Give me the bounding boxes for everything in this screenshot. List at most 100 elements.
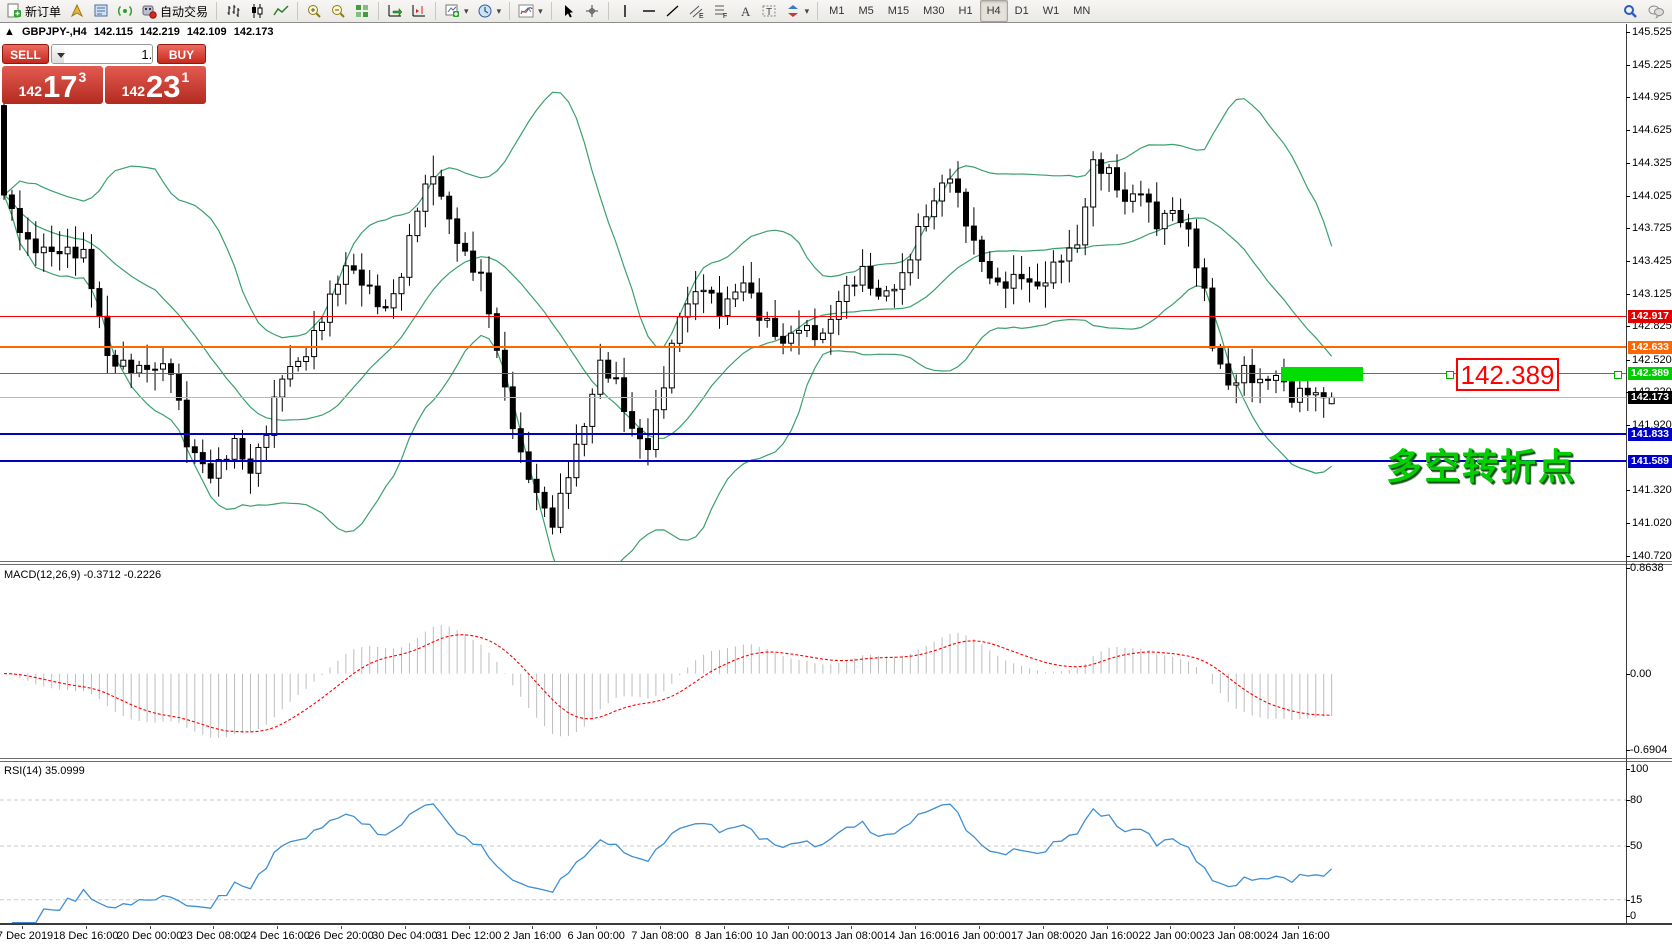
sell-price-sup: 3 xyxy=(78,69,87,85)
metaeditor-icon xyxy=(69,3,85,19)
search-button[interactable] xyxy=(1622,3,1638,19)
text-label-button[interactable]: T xyxy=(757,0,781,22)
rsi-indicator-pane[interactable] xyxy=(0,762,1626,923)
line-chart-button[interactable] xyxy=(269,0,293,22)
candlestick-icon xyxy=(249,3,265,19)
rsi-label: RSI(14) 35.0999 xyxy=(4,765,85,777)
timeframe-M1-button[interactable]: M1 xyxy=(829,5,845,17)
horizontal-line-button[interactable] xyxy=(637,0,661,22)
macd-indicator-pane[interactable] xyxy=(0,566,1626,758)
pane-splitter[interactable] xyxy=(0,561,1672,562)
macd-label: MACD(12,26,9) -0.3712 -0.2226 xyxy=(4,569,162,581)
bar-chart-icon xyxy=(225,3,241,19)
zoom-in-button[interactable] xyxy=(302,0,326,22)
timeframe-H4-button[interactable]: H4 xyxy=(979,0,1008,22)
price-axis-label: 143.125 xyxy=(1632,287,1672,300)
bar-chart-button[interactable] xyxy=(221,0,245,22)
price-axis-label: 142.825 xyxy=(1632,320,1672,333)
price-callout-box[interactable]: 142.389 xyxy=(1456,358,1559,391)
buy-price-button[interactable]: 142 23 1 xyxy=(105,66,206,104)
vertical-line-button[interactable] xyxy=(613,0,637,22)
pivot-line-green[interactable] xyxy=(0,373,1626,375)
new-chart-button[interactable]: ▾ xyxy=(440,0,473,22)
sell-button[interactable]: SELL xyxy=(2,44,49,64)
timeframe-M15-button[interactable]: M15 xyxy=(887,5,910,17)
chart-shift-icon xyxy=(411,3,427,19)
support-line-blue-lower[interactable] xyxy=(0,460,1626,462)
pane-splitter[interactable] xyxy=(0,761,1672,762)
timeframe-M5-button[interactable]: M5 xyxy=(858,5,874,17)
pane-splitter[interactable] xyxy=(0,564,1672,565)
support-line-blue-upper[interactable] xyxy=(0,433,1626,436)
horizontal-line-icon xyxy=(641,3,657,19)
chevron-down-icon: ▾ xyxy=(538,5,543,16)
time-axis-label: 17 Jan 08:00 xyxy=(1010,930,1075,942)
profiles-icon xyxy=(477,3,493,19)
fibonacci-button[interactable]: F xyxy=(709,0,733,22)
cursor-button[interactable] xyxy=(556,0,580,22)
volume-input[interactable] xyxy=(64,45,152,63)
candlestick-button[interactable] xyxy=(245,0,269,22)
timeframe-M30-button[interactable]: M30 xyxy=(923,5,945,17)
macd-axis-label: -0.6904 xyxy=(1630,744,1668,756)
text-button[interactable]: A xyxy=(733,0,757,22)
resistance-line-red[interactable] xyxy=(0,315,1626,317)
metaeditor-button[interactable] xyxy=(65,0,89,22)
time-axis-label: 10 Jan 00:00 xyxy=(755,930,820,942)
indicators-button[interactable]: ▾ xyxy=(514,0,547,22)
line-handle[interactable] xyxy=(1446,371,1454,379)
cursor-icon xyxy=(560,3,576,19)
sell-price-button[interactable]: 142 17 3 xyxy=(2,66,103,104)
bid-price-line[interactable] xyxy=(0,396,1626,398)
autotrading-button-label: 自动交易 xyxy=(160,4,209,19)
arrows-button[interactable]: ▾ xyxy=(781,0,814,22)
timeframe-H1-button[interactable]: H1 xyxy=(958,5,973,17)
profiles-button[interactable]: ▾ xyxy=(473,0,506,22)
toolbar-separator xyxy=(214,2,220,20)
time-axis-label: 23 Jan 08:00 xyxy=(1202,930,1266,942)
price-axis-tag: 141.833 xyxy=(1628,427,1672,441)
signals-icon xyxy=(117,3,133,19)
time-axis-label: 31 Dec 12:00 xyxy=(435,930,502,942)
auto-scroll-button[interactable] xyxy=(383,0,407,22)
chevron-down-icon: ▾ xyxy=(464,5,469,16)
timeframe-MN-button[interactable]: MN xyxy=(1073,5,1091,17)
rsi-axis-label: 80 xyxy=(1630,794,1643,806)
pane-splitter[interactable] xyxy=(0,758,1672,759)
equidistant-channel-button[interactable]: E xyxy=(685,0,709,22)
timeframe-W1-button[interactable]: W1 xyxy=(1042,5,1060,17)
market-watch-button[interactable] xyxy=(89,0,113,22)
zoom-out-button[interactable] xyxy=(326,0,350,22)
timeframe-D1-button[interactable]: D1 xyxy=(1014,5,1029,17)
chevron-down-icon: ▾ xyxy=(804,5,810,16)
crosshair-button[interactable] xyxy=(580,0,604,22)
green-highlight-rectangle[interactable] xyxy=(1281,367,1363,381)
collapse-ohlc-icon[interactable]: ▲ xyxy=(4,26,15,38)
time-axis-label: 20 Dec 00:00 xyxy=(116,930,183,942)
buy-button[interactable]: BUY xyxy=(157,44,206,64)
time-axis-label: 14 Jan 16:00 xyxy=(883,930,947,942)
one-click-trading-panel: SELL BUY 142 17 3 142 23 1 xyxy=(2,44,206,104)
toolbar-separator xyxy=(433,2,439,20)
svg-text:A: A xyxy=(741,4,751,19)
turning-point-annotation[interactable]: 多空转折点 xyxy=(1386,446,1577,487)
chart-shift-button[interactable] xyxy=(407,0,431,22)
signals-button[interactable] xyxy=(113,0,137,22)
autotrading-button[interactable]: 自动交易 xyxy=(137,0,212,22)
time-axis-label: 22 Jan 00:00 xyxy=(1138,930,1203,942)
main-price-chart[interactable] xyxy=(0,24,1626,562)
chat-button[interactable] xyxy=(1648,3,1664,19)
price-axis[interactable] xyxy=(1626,24,1627,925)
resistance-line-orange[interactable] xyxy=(0,346,1626,349)
ohlc-close: 142.173 xyxy=(233,26,274,38)
time-axis-label: 26 Dec 20:00 xyxy=(308,930,374,942)
buy-price-sup: 1 xyxy=(181,69,190,85)
rsi-axis-label: 50 xyxy=(1630,840,1643,852)
volume-decrease-button[interactable] xyxy=(52,45,65,63)
new-order-button[interactable]: 新订单 xyxy=(2,0,65,22)
line-handle[interactable] xyxy=(1614,371,1622,379)
trendline-button[interactable] xyxy=(661,0,685,22)
rsi-axis-label: 15 xyxy=(1630,893,1643,906)
tile-windows-button[interactable] xyxy=(350,0,374,22)
